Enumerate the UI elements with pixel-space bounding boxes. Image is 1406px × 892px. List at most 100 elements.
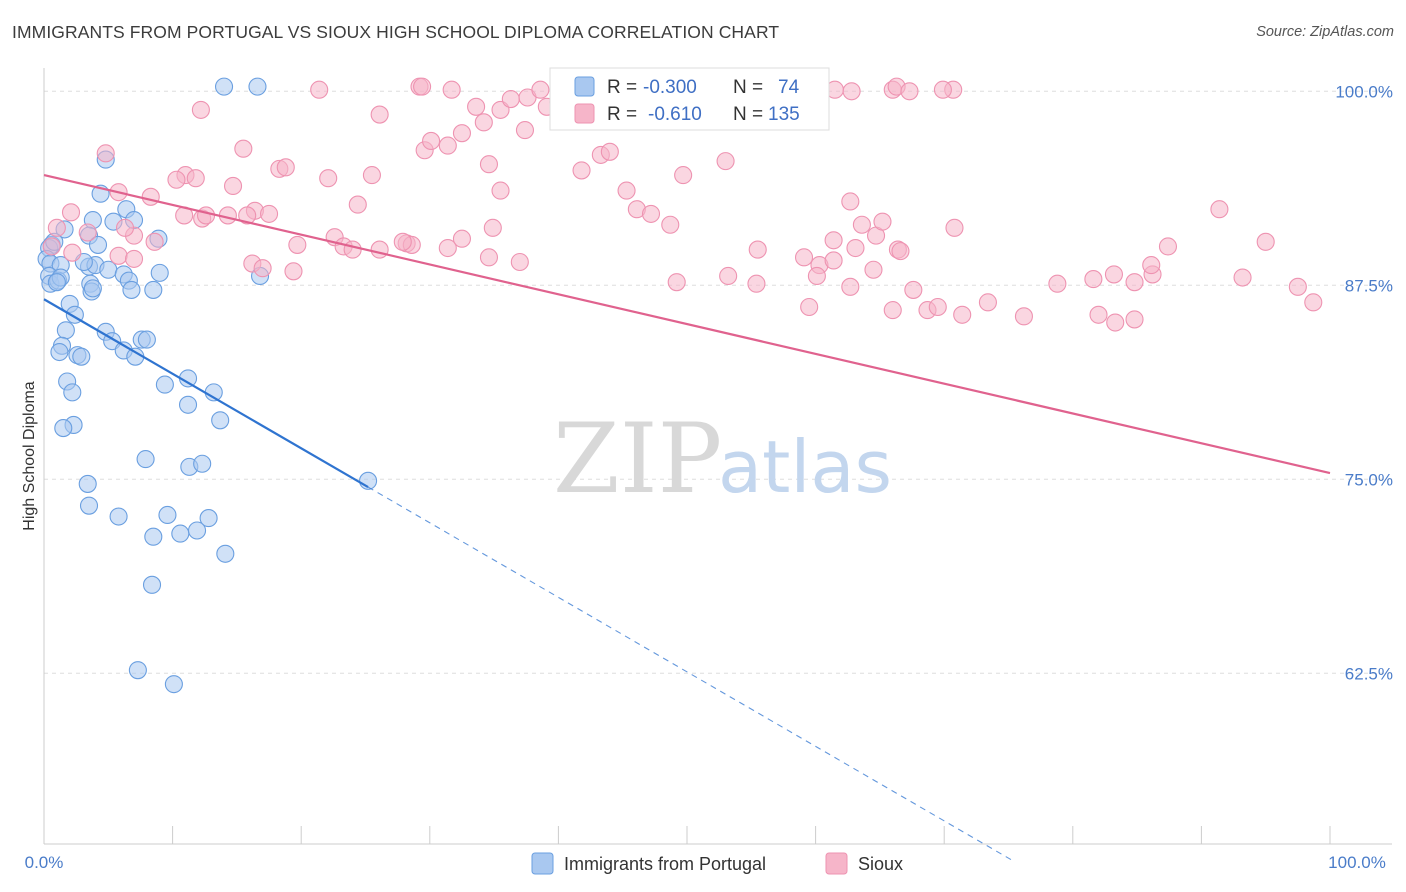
point-sioux-86 <box>510 252 529 272</box>
point-sioux-75 <box>124 249 144 268</box>
point-sioux-30 <box>933 80 952 99</box>
trend-lines <box>43 174 1331 863</box>
point-sioux-38 <box>572 161 591 180</box>
point-portugal-56 <box>78 474 97 493</box>
point-sioux-11 <box>370 105 389 124</box>
point-portugal-51 <box>211 411 230 430</box>
point-sioux-114 <box>1142 256 1161 275</box>
point-sioux-10 <box>191 100 210 119</box>
point-sioux-71 <box>284 262 303 281</box>
point-sioux-13 <box>234 139 253 158</box>
point-portugal-60 <box>199 509 218 528</box>
point-sioux-121 <box>674 166 693 185</box>
point-sioux-119 <box>641 204 661 223</box>
y-tick-label-0: 62.5% <box>1345 664 1393 683</box>
grid-lines <box>44 90 1392 674</box>
series-immigrants-from-portugal <box>37 77 378 694</box>
point-sioux-40 <box>600 142 619 161</box>
point-sioux-120 <box>824 251 843 270</box>
legend-swatch-pink <box>574 103 595 124</box>
point-portugal-64 <box>216 544 235 563</box>
point-sioux-54 <box>61 203 81 222</box>
point-sioux-79 <box>362 166 381 185</box>
y-tick-label-3: 100.0% <box>1335 82 1393 101</box>
point-sioux-108 <box>978 293 997 312</box>
legend-box: R = -0.300 N = 74 R = -0.610 N = 135 <box>549 67 830 131</box>
point-portugal-17 <box>99 260 118 279</box>
point-portugal-62 <box>171 524 190 543</box>
point-sioux-128 <box>1106 313 1125 332</box>
y-tick-label-2: 87.5% <box>1345 276 1393 295</box>
axes <box>43 68 1392 845</box>
point-sioux-56 <box>78 223 97 242</box>
point-sioux-81 <box>393 232 412 251</box>
point-sioux-122 <box>883 301 902 320</box>
point-sioux-82 <box>438 238 457 258</box>
legend-n-label-0: N = <box>733 77 763 98</box>
point-sioux-58 <box>145 232 164 251</box>
point-portugal-36 <box>137 330 156 349</box>
point-sioux-109 <box>1048 274 1067 293</box>
point-portugal-57 <box>79 496 99 515</box>
point-sioux-70 <box>253 259 272 278</box>
point-sioux-118 <box>617 181 636 200</box>
point-sioux-15 <box>422 131 441 150</box>
point-sioux-65 <box>343 240 362 259</box>
point-sioux-16 <box>438 136 457 155</box>
point-sioux-100 <box>667 273 686 292</box>
point-sioux-32 <box>467 97 486 116</box>
point-portugal-73 <box>122 280 141 299</box>
point-sioux-102 <box>747 274 766 293</box>
point-sioux-72 <box>186 169 205 188</box>
point-sioux-131 <box>1210 200 1229 219</box>
point-sioux-112 <box>1125 273 1144 292</box>
point-sioux-36 <box>531 80 550 99</box>
point-sioux-76 <box>63 243 82 262</box>
legend-n-label-1: N = <box>733 104 763 125</box>
point-portugal-67 <box>164 675 183 694</box>
point-sioux-59 <box>196 206 216 225</box>
x-tick-label-min: 0.0% <box>25 853 64 872</box>
point-sioux-61 <box>238 206 257 225</box>
point-sioux-52 <box>141 187 160 206</box>
point-sioux-62 <box>288 235 307 254</box>
point-sioux-99 <box>891 242 910 261</box>
point-portugal-46 <box>63 383 82 402</box>
point-sioux-88 <box>716 152 735 171</box>
chart-title: IMMIGRANTS FROM PORTUGAL VS SIOUX HIGH S… <box>12 22 780 42</box>
point-sioux-84 <box>452 229 472 248</box>
point-sioux-51 <box>167 170 186 189</box>
point-portugal-54 <box>193 454 212 473</box>
point-portugal-58 <box>109 507 128 526</box>
legend-r-value-1: -0.610 <box>648 104 702 125</box>
point-sioux-106 <box>864 260 883 279</box>
point-sioux-93 <box>945 218 964 237</box>
point-sioux-104 <box>807 266 826 286</box>
point-sioux-45 <box>223 176 243 196</box>
point-sioux-87 <box>661 215 680 234</box>
point-sioux-92 <box>873 212 892 231</box>
point-portugal-72 <box>47 273 66 292</box>
legend-r-value-0: -0.300 <box>643 77 697 98</box>
point-portugal-61 <box>144 527 163 546</box>
point-sioux-103 <box>800 297 819 317</box>
point-sioux-55 <box>47 218 66 237</box>
point-portugal-32 <box>56 321 75 340</box>
watermark-atlas: atlas <box>718 425 892 509</box>
legend-n-value-0: 74 <box>778 77 800 98</box>
point-portugal-38 <box>50 342 69 362</box>
point-sioux-19 <box>501 89 520 109</box>
watermark: ZIP atlas <box>553 403 892 515</box>
point-portugal-1 <box>248 77 267 96</box>
watermark-zip: ZIP <box>553 403 722 515</box>
point-sioux-94 <box>748 240 767 259</box>
point-portugal-48 <box>178 395 198 414</box>
trend-extension-0 <box>367 486 1016 863</box>
y-tick-label-1: 75.0% <box>1345 470 1393 489</box>
trend-line-1 <box>43 174 1331 475</box>
point-portugal-66 <box>128 661 147 680</box>
bottom-legend-label-0: Immigrants from Portugal <box>564 854 766 874</box>
y-axis-label: High School Diploma <box>21 381 38 531</box>
point-sioux-85 <box>479 248 499 267</box>
bottom-legend-label-1: Sioux <box>858 854 903 874</box>
